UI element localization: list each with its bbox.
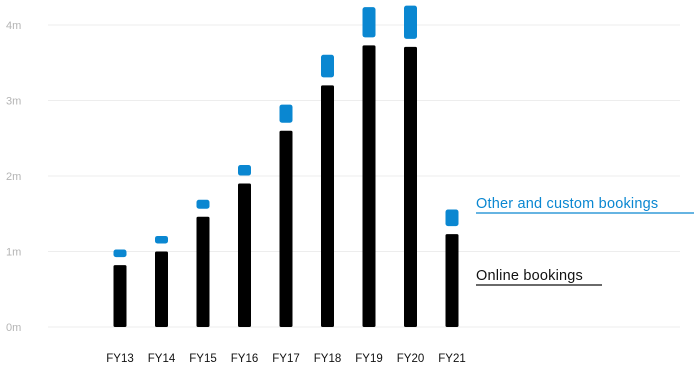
y-tick-label: 4m (6, 20, 21, 32)
bar-online-fy14 (155, 251, 168, 327)
x-tick-label: FY19 (355, 353, 383, 365)
bar-online-fy19 (362, 45, 376, 327)
bar-other-fy19 (362, 7, 376, 38)
bar-other-fy18 (321, 54, 334, 78)
bar-online-fy21 (445, 234, 459, 327)
bar-other-fy20 (404, 5, 417, 39)
bar-other-fy16 (238, 164, 251, 176)
x-tick-label: FY14 (148, 353, 176, 365)
annotations: Other and custom bookings Online booking… (476, 196, 694, 286)
bars (113, 5, 459, 328)
y-axis-tick-labels: 0m 1m 2m 3m 4m (6, 20, 21, 334)
x-tick-label: FY15 (189, 353, 217, 365)
annotation-online-bookings: Online bookings (476, 268, 583, 284)
bar-online-fy13 (113, 265, 127, 327)
bar-online-fy20 (404, 46, 417, 328)
x-tick-label: FY18 (314, 353, 342, 365)
y-tick-label: 1m (6, 247, 21, 259)
x-tick-label: FY16 (231, 353, 259, 365)
bar-other-fy13 (113, 249, 127, 258)
x-tick-label: FY13 (106, 353, 134, 365)
bar-other-fy21 (445, 209, 459, 227)
x-axis-tick-labels: FY13 FY14 FY15 FY16 FY17 FY18 FY19 FY20 FY21 (106, 353, 466, 365)
y-tick-label: 0m (6, 322, 21, 334)
x-tick-label: FY21 (438, 353, 466, 365)
bar-other-fy17 (279, 104, 293, 123)
bar-other-fy15 (196, 199, 210, 209)
bar-other-fy14 (155, 235, 168, 244)
annotation-other-custom-bookings: Other and custom bookings (476, 196, 658, 212)
bar-online-fy15 (196, 216, 210, 327)
y-tick-label: 2m (6, 171, 21, 183)
bar-online-fy18 (321, 85, 334, 328)
x-tick-label: FY20 (397, 353, 425, 365)
x-tick-label: FY17 (272, 353, 300, 365)
bar-online-fy17 (279, 130, 293, 327)
y-tick-label: 3m (6, 96, 21, 108)
bar-online-fy16 (238, 183, 251, 327)
